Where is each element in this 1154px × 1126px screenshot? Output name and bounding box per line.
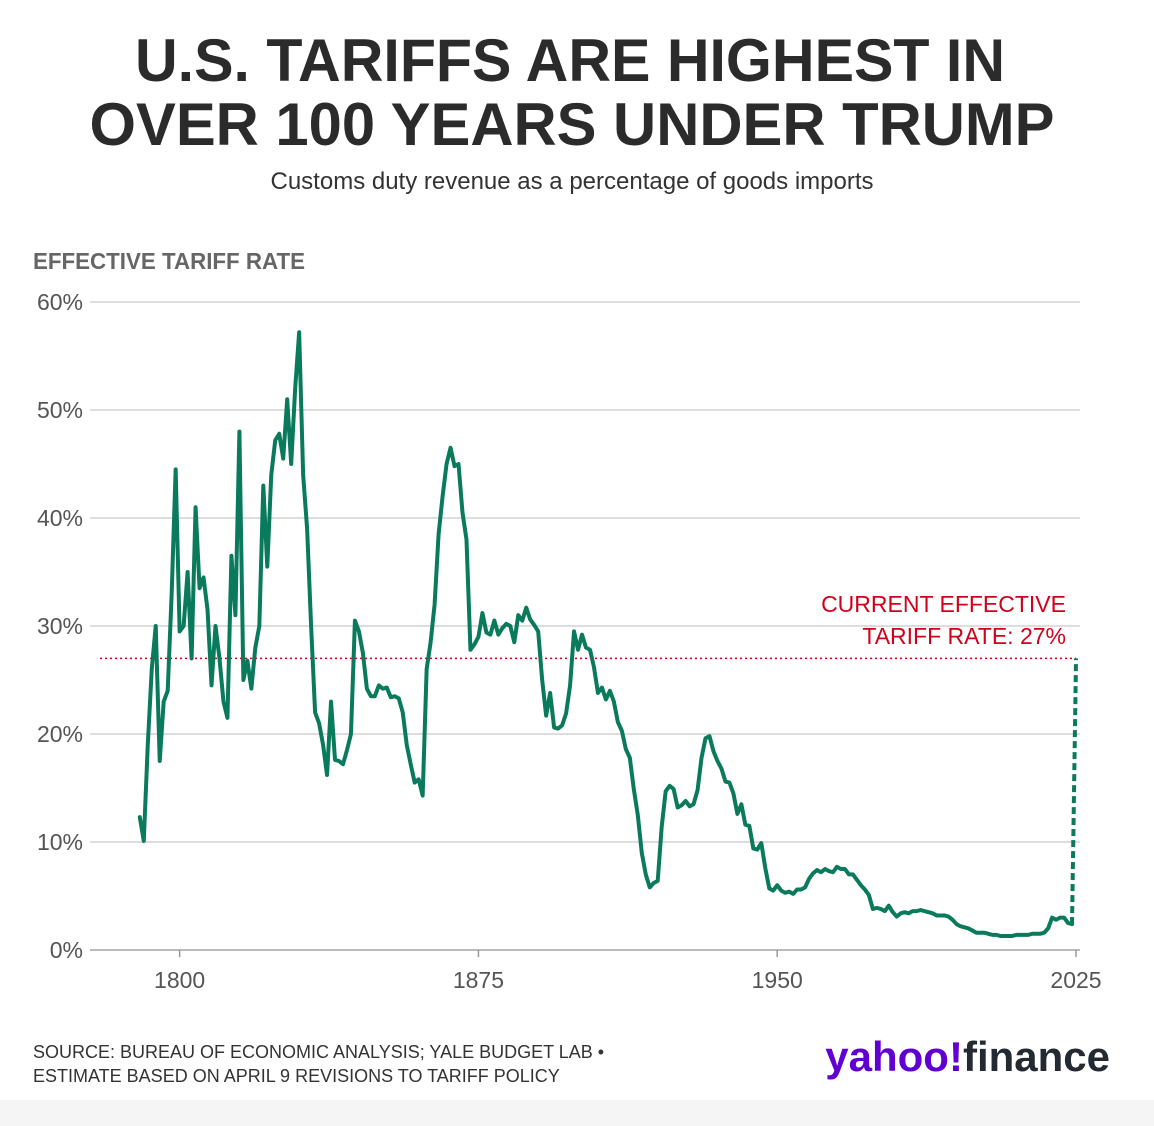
brand-finance: finance [963, 1033, 1110, 1080]
footer-band [0, 1100, 1154, 1126]
x-tick-label: 1875 [453, 967, 504, 993]
source-note: SOURCE: BUREAU OF ECONOMIC ANALYSIS; YAL… [33, 1042, 604, 1062]
x-tick-label: 2025 [1050, 967, 1101, 993]
y-tick-label: 20% [37, 721, 83, 747]
chart-title: U.S. TARIFFS ARE HIGHEST IN [135, 27, 1005, 94]
y-tick-label: 30% [37, 613, 83, 639]
brand-logo: yahoo!finance [825, 1033, 1110, 1080]
y-tick-label: 40% [37, 505, 83, 531]
y-tick-label: 50% [37, 397, 83, 423]
x-tick-label: 1950 [752, 967, 803, 993]
chart-title: OVER 100 YEARS UNDER TRUMP [90, 91, 1055, 158]
plot-area: 0% 10% 20% 30% 40% 50% 60% 1800 1875 1950 2025 CURR… [37, 289, 1102, 993]
y-axis-label: EFFECTIVE TARIFF RATE [33, 248, 305, 274]
reference-label: TARIFF RATE: 27% [862, 623, 1066, 649]
estimate-line [1070, 658, 1079, 925]
y-tick-label: 60% [37, 289, 83, 315]
chart-subtitle: Customs duty revenue as a percentage of … [271, 168, 874, 195]
x-tick-label: 1800 [154, 967, 205, 993]
data-line [137, 330, 1075, 938]
reference-label: CURRENT EFFECTIVE [821, 591, 1066, 617]
source-note: ESTIMATE BASED ON APRIL 9 REVISIONS TO T… [33, 1066, 560, 1086]
y-tick-label: 0% [50, 937, 83, 963]
brand-yahoo: yahoo! [825, 1033, 963, 1080]
y-tick-label: 10% [37, 829, 83, 855]
